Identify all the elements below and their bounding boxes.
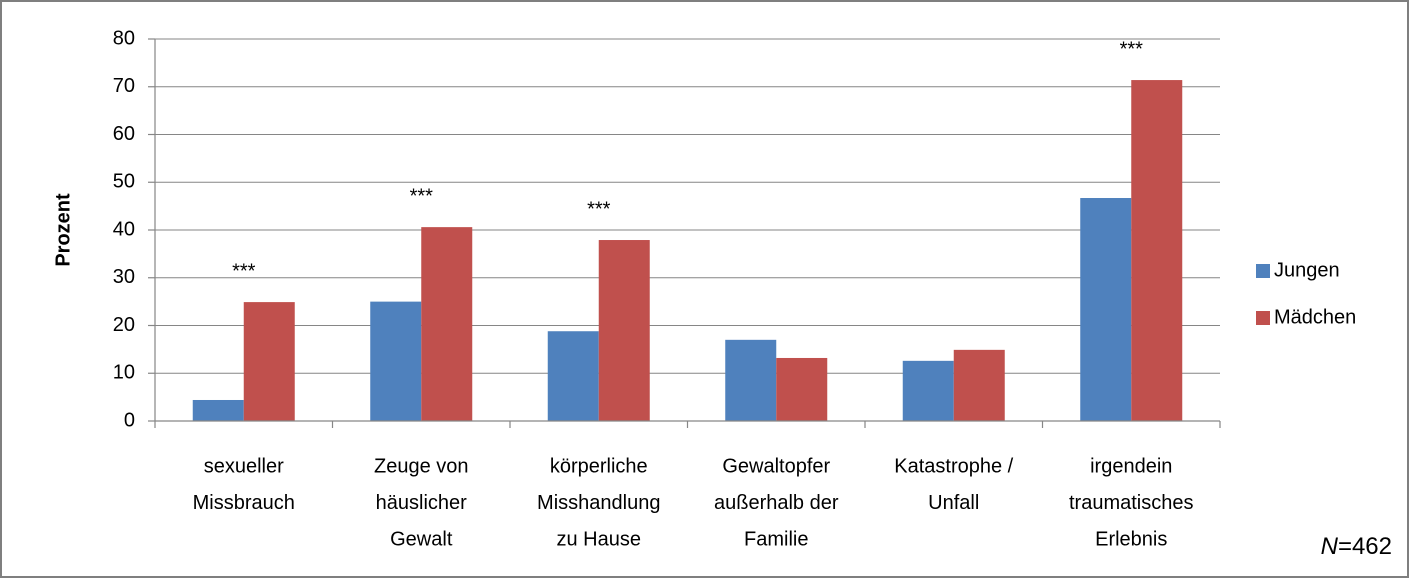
x-tick-label: traumatisches	[1069, 492, 1194, 514]
bar	[1080, 198, 1132, 421]
legend-swatch	[1256, 311, 1270, 325]
x-tick-label: Zeuge von	[374, 455, 469, 477]
y-tick-label: 30	[113, 266, 135, 288]
significance-label: ***	[1120, 38, 1144, 60]
x-tick-label: zu Hause	[557, 528, 642, 550]
x-tick-label: Familie	[744, 528, 808, 550]
y-tick-label: 80	[113, 27, 135, 49]
bar	[192, 399, 244, 421]
x-tick-label: Unfall	[928, 492, 979, 514]
bar	[547, 331, 599, 421]
x-tick-label: Gewaltopfer	[722, 455, 830, 477]
y-tick-label: 70	[113, 75, 135, 97]
bar	[243, 302, 295, 421]
x-tick-label: Katastrophe /	[894, 455, 1013, 477]
y-axis-label: Prozent	[52, 193, 74, 267]
x-tick-label: sexueller	[204, 455, 284, 477]
note: N=462	[1321, 533, 1392, 560]
y-tick-label: 20	[113, 314, 135, 336]
significance-label: ***	[232, 260, 256, 282]
bar	[725, 339, 777, 421]
y-tick-label: 0	[124, 409, 135, 431]
bar	[776, 357, 828, 421]
y-tick-label: 10	[113, 362, 135, 384]
legend-swatch	[1256, 264, 1270, 278]
x-tick-label: häuslicher	[376, 492, 468, 514]
bar	[370, 301, 422, 421]
x-tick-label: Gewalt	[390, 528, 453, 550]
legend-label: Mädchen	[1274, 306, 1356, 328]
y-tick-label: 60	[113, 123, 135, 145]
x-tick-label: Misshandlung	[537, 492, 660, 514]
significance-label: ***	[587, 198, 611, 220]
bar	[1131, 80, 1183, 421]
x-tick-label: irgendein	[1090, 455, 1172, 477]
bar	[902, 360, 954, 421]
significance-label: ***	[410, 185, 434, 207]
bar	[598, 240, 650, 421]
bar	[421, 227, 473, 421]
note-variable: N	[1321, 533, 1339, 560]
bar	[953, 349, 1005, 421]
legend-label: Jungen	[1274, 259, 1340, 281]
x-tick-label: Missbrauch	[193, 492, 295, 514]
x-tick-label: außerhalb der	[714, 492, 839, 514]
y-tick-label: 40	[113, 218, 135, 240]
x-tick-label: Erlebnis	[1095, 528, 1167, 550]
note-value: =462	[1338, 533, 1392, 560]
x-tick-label: körperliche	[550, 455, 648, 477]
y-tick-label: 50	[113, 171, 135, 193]
